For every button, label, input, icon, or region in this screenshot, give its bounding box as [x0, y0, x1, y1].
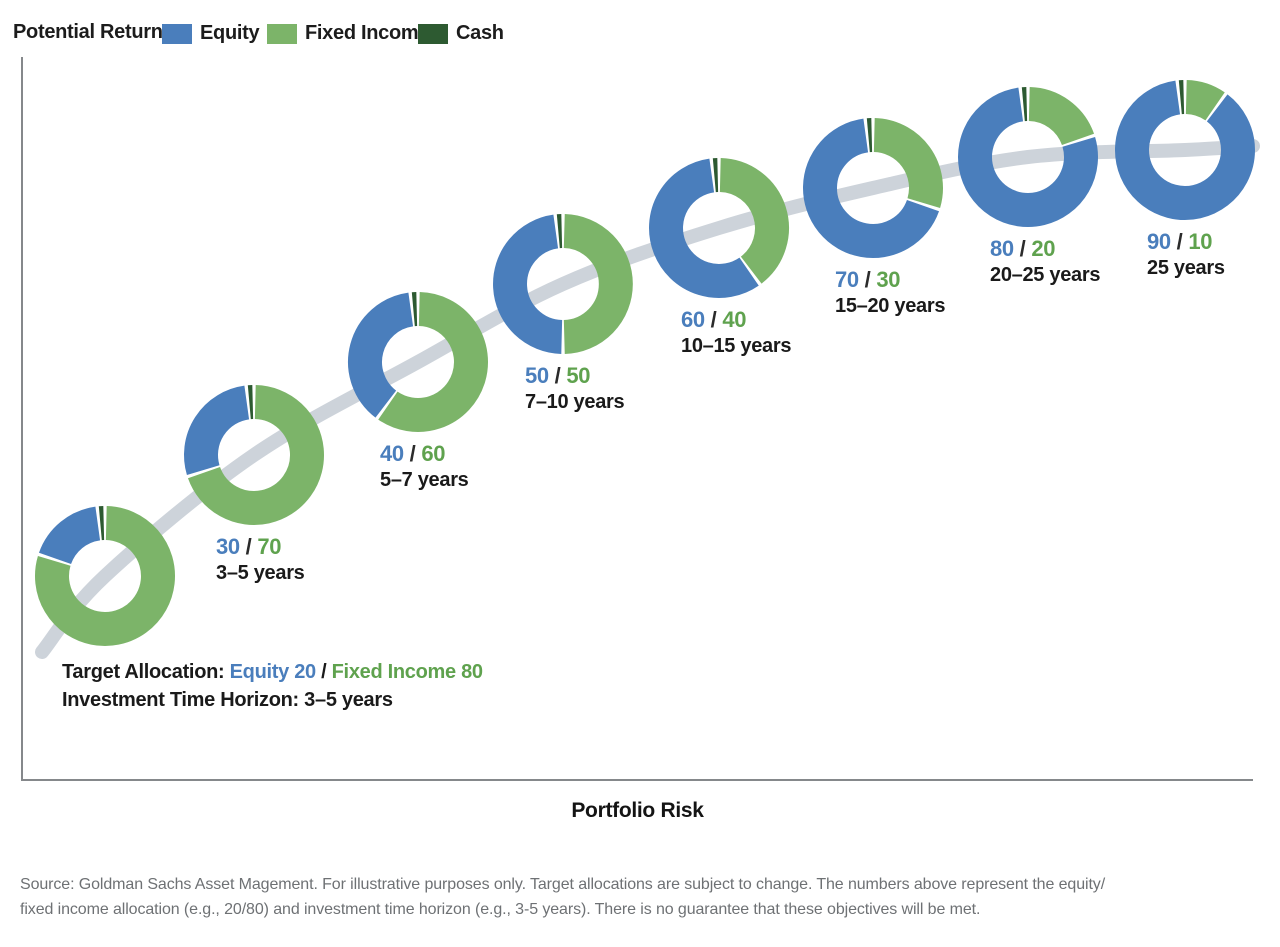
donut-chart-80-20 — [958, 87, 1098, 227]
equity-segment — [493, 214, 563, 354]
donut-chart-20-80 — [35, 506, 175, 646]
equity-swatch-icon — [162, 23, 192, 44]
equity-segment — [803, 118, 940, 258]
fixed-income-segment — [187, 385, 324, 525]
donut-chart-70-30 — [803, 118, 943, 258]
donut-chart-60-40 — [649, 158, 789, 298]
legend-label-equity: Equity — [200, 22, 260, 44]
equity-segment — [649, 158, 759, 298]
equity-segment — [184, 385, 250, 475]
equity-segment — [348, 292, 414, 418]
fixed-income-segment — [873, 118, 943, 208]
fixed-income-segment — [378, 292, 488, 432]
legend-item-fixed-income: Fixed Income — [267, 22, 430, 45]
source-line2: fixed income allocation (e.g., 20/80) an… — [20, 901, 981, 918]
y-axis-title: Potential Return — [13, 21, 163, 43]
donut-chart-90-10 — [1115, 80, 1255, 220]
fixed-income-segment — [562, 214, 633, 354]
legend-item-cash: Cash — [418, 22, 504, 45]
source-line1: Source: Goldman Sachs Asset Magement. Fo… — [20, 876, 1106, 893]
x-axis-title: Portfolio Risk — [571, 799, 704, 822]
fixed-income-segment — [1027, 87, 1095, 146]
fixed-income-segment — [35, 506, 175, 646]
chart-canvas — [21, 57, 1260, 781]
cash-swatch-icon — [418, 23, 448, 44]
fixed-income-swatch-icon — [267, 23, 297, 44]
source-note: Source: Goldman Sachs Asset Magement. Fo… — [20, 872, 1265, 922]
legend-label-fixed-income: Fixed Income — [305, 22, 430, 44]
legend-item-equity: Equity — [162, 22, 260, 45]
donut-chart-30-70 — [184, 385, 324, 525]
fixed-income-segment — [1185, 80, 1225, 121]
donut-chart-50-50 — [493, 214, 633, 354]
donut-chart-40-60 — [348, 292, 488, 432]
equity-segment — [1115, 80, 1255, 220]
fixed-income-segment — [719, 158, 789, 284]
legend-label-cash: Cash — [456, 22, 504, 44]
equity-segment — [38, 506, 101, 565]
equity-segment — [958, 87, 1098, 227]
